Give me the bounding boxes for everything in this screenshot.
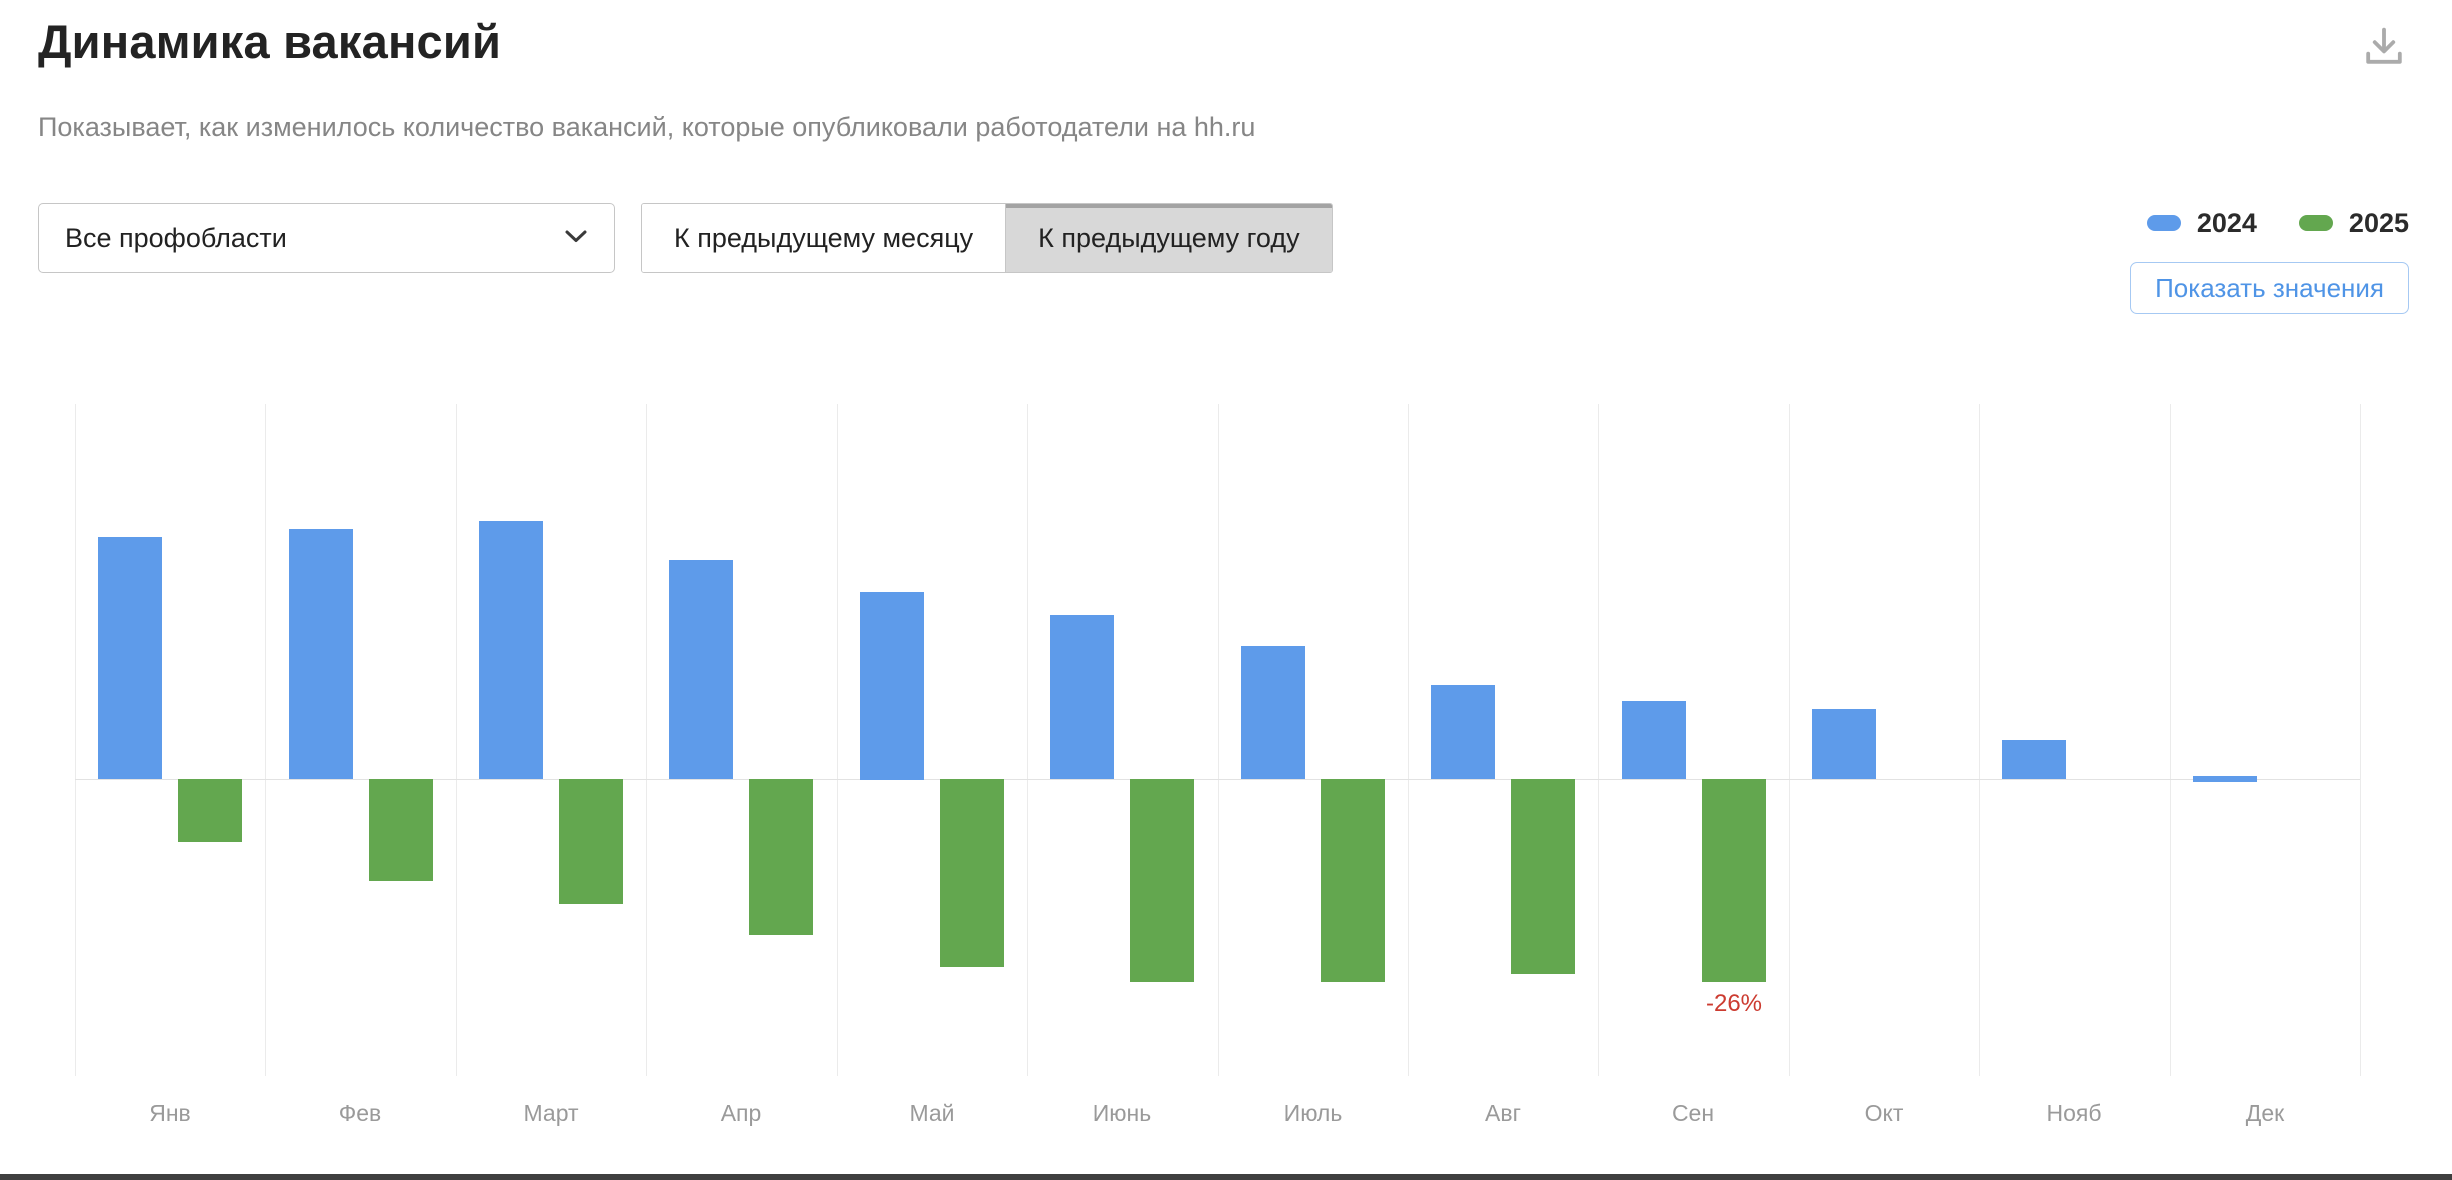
bar-2025-Авг[interactable] xyxy=(1511,779,1575,974)
x-axis-label-Март: Март xyxy=(523,1100,579,1126)
download-icon[interactable] xyxy=(2360,22,2408,70)
profarea-select[interactable]: Все профобласти xyxy=(38,203,615,273)
bar-2025-Сен[interactable] xyxy=(1702,779,1766,982)
gridline-vertical xyxy=(1789,404,1790,1076)
bar-2025-Май[interactable] xyxy=(940,779,1004,967)
bar-2024-Авг[interactable] xyxy=(1431,685,1495,779)
page-title: Динамика вакансий xyxy=(38,15,502,68)
gridline-vertical xyxy=(456,404,457,1076)
toggle-prev-month[interactable]: К предыдущему месяцу xyxy=(642,204,1006,272)
bar-2024-Май[interactable] xyxy=(860,592,924,780)
gridline-vertical xyxy=(265,404,266,1076)
x-axis-label-Сен: Сен xyxy=(1671,1100,1715,1126)
legend-label-2025: 2025 xyxy=(2348,207,2409,238)
subtitle: Показывает, как изменилось количество ва… xyxy=(38,112,1256,142)
bar-2025-Янв[interactable] xyxy=(178,779,242,842)
profarea-select-value: Все профобласти xyxy=(65,222,287,253)
gridline-vertical xyxy=(75,404,76,1076)
bar-2025-Апр[interactable] xyxy=(749,779,813,935)
bar-2024-Апр[interactable] xyxy=(669,560,733,779)
x-axis-label-Нояб: Нояб xyxy=(2046,1100,2102,1126)
x-axis-label-Дек: Дек xyxy=(2245,1100,2285,1126)
next-section-edge xyxy=(0,1174,2452,1180)
gridline-vertical xyxy=(1218,404,1219,1076)
x-axis-label-Авг: Авг xyxy=(1485,1100,1521,1126)
bar-2024-Март[interactable] xyxy=(479,521,543,779)
x-axis-label-Янв: Янв xyxy=(149,1100,191,1126)
x-axis-label-Июль: Июль xyxy=(1283,1100,1343,1126)
bar-2024-Июль[interactable] xyxy=(1241,646,1305,779)
x-axis-label-Фев: Фев xyxy=(338,1100,382,1126)
toggle-prev-year[interactable]: К предыдущему году xyxy=(1005,204,1332,272)
chevron-down-icon xyxy=(564,228,588,249)
bar-2025-Июнь[interactable] xyxy=(1130,779,1194,982)
gridline-vertical xyxy=(1027,404,1028,1076)
x-axis-label-Май: Май xyxy=(909,1100,955,1126)
x-axis-label-Апр: Апр xyxy=(720,1100,762,1126)
gridline-vertical xyxy=(2170,404,2171,1076)
annotation-Сен: -26% xyxy=(1705,990,1763,1017)
bar-2025-Март[interactable] xyxy=(559,779,623,904)
bar-2024-Янв[interactable] xyxy=(98,537,162,779)
bar-2024-Окт[interactable] xyxy=(1812,709,1876,779)
bar-2025-Июль[interactable] xyxy=(1321,779,1385,982)
bar-2024-Июнь[interactable] xyxy=(1050,615,1114,779)
bar-2024-Фев[interactable] xyxy=(289,529,353,779)
gridline-vertical xyxy=(1979,404,1980,1076)
gridline-vertical xyxy=(1598,404,1599,1076)
bar-2025-Фев[interactable] xyxy=(369,779,433,881)
zero-axis-line xyxy=(75,779,2360,780)
mode-toggle: К предыдущему месяцу К предыдущему году xyxy=(641,203,1333,273)
legend-swatch-2024 xyxy=(2146,215,2181,231)
gridline-vertical xyxy=(837,404,838,1076)
chart-legend: 2024 2025 xyxy=(2146,206,2409,240)
legend-label-2024: 2024 xyxy=(2196,207,2257,238)
bar-2024-Нояб[interactable] xyxy=(2002,740,2066,779)
x-axis-label-Июнь: Июнь xyxy=(1092,1100,1152,1126)
show-values-button[interactable]: Показать значения xyxy=(2130,262,2409,314)
gridline-vertical xyxy=(646,404,647,1076)
bar-2024-Сен[interactable] xyxy=(1622,701,1686,779)
x-axis-label-Окт: Окт xyxy=(1864,1100,1904,1126)
bar-2024-Дек[interactable] xyxy=(2193,776,2257,782)
bar-chart: Янв Фев Март Апр Май Июнь Июль Авг Сен Окт Нояб Дек… xyxy=(75,404,2361,1126)
legend-swatch-2025 xyxy=(2298,215,2333,231)
gridline-vertical xyxy=(1408,404,1409,1076)
gridline-vertical xyxy=(2360,404,2361,1076)
